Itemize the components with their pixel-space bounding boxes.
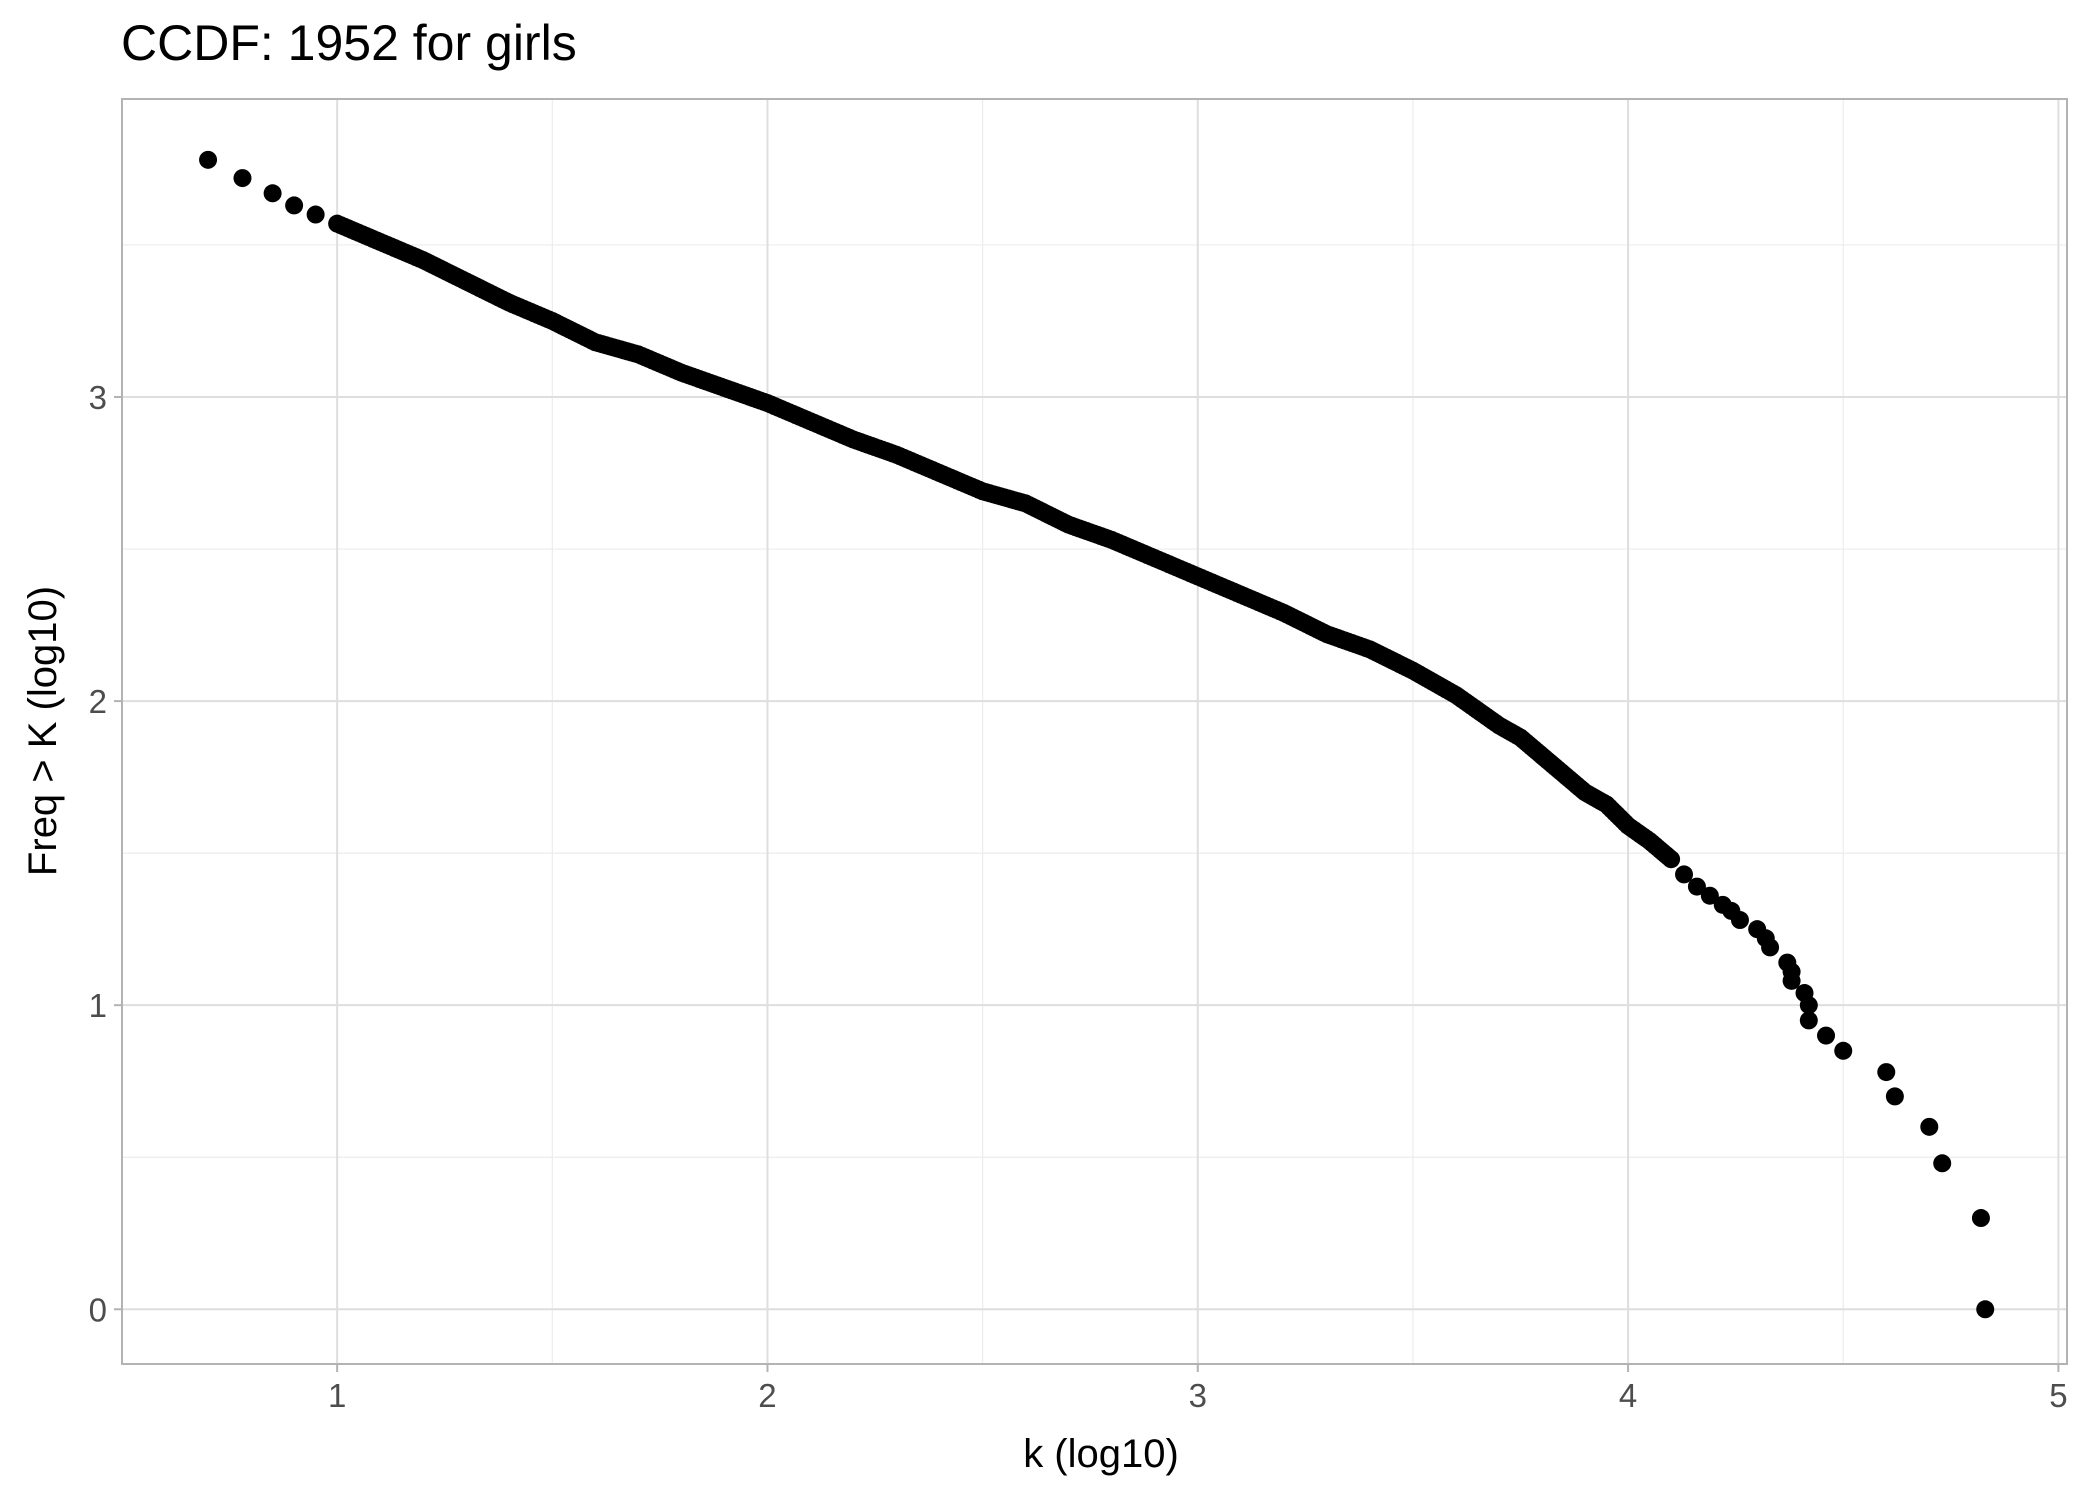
- data-point: [1662, 850, 1681, 869]
- data-point: [1799, 996, 1818, 1015]
- y-tick-label: 1: [89, 987, 107, 1024]
- data-point: [1761, 938, 1780, 957]
- y-axis-ticks: 0 1 2 3: [89, 379, 122, 1328]
- y-tick-label: 0: [89, 1291, 107, 1328]
- x-axis-title: k (log10): [1023, 1432, 1179, 1476]
- plot-panel-border: [121, 98, 2068, 1365]
- x-tick-label: 5: [2049, 1377, 2067, 1414]
- data-point: [1885, 1087, 1904, 1106]
- data-point: [1834, 1041, 1853, 1060]
- data-points: [199, 150, 1995, 1319]
- data-point: [1675, 865, 1694, 884]
- data-point: [285, 196, 304, 215]
- data-point: [199, 150, 218, 169]
- data-point: [1920, 1117, 1939, 1136]
- data-point: [1782, 971, 1801, 990]
- data-point: [306, 205, 325, 224]
- x-tick-label: 2: [758, 1377, 776, 1414]
- data-point: [1971, 1209, 1990, 1228]
- x-tick-label: 3: [1189, 1377, 1207, 1414]
- x-axis-ticks: 1 2 3 4 5: [328, 1364, 2068, 1414]
- data-point: [1799, 1011, 1818, 1030]
- data-point: [1700, 886, 1719, 905]
- x-tick-label: 1: [328, 1377, 346, 1414]
- data-point: [263, 184, 282, 203]
- major-gridlines: [122, 99, 2067, 1364]
- data-point: [233, 169, 252, 188]
- data-point: [1933, 1154, 1952, 1173]
- data-point: [1687, 877, 1706, 896]
- chart-title: CCDF: 1952 for girls: [121, 15, 577, 71]
- x-tick-label: 4: [1619, 1377, 1637, 1414]
- data-point: [1817, 1026, 1836, 1045]
- minor-gridlines: [122, 99, 2067, 1364]
- y-axis-title: Freq > K (log10): [21, 586, 65, 876]
- data-point: [1976, 1300, 1995, 1319]
- y-tick-label: 2: [89, 683, 107, 720]
- data-point: [1730, 911, 1749, 930]
- y-tick-label: 3: [89, 379, 107, 416]
- data-point: [1877, 1063, 1896, 1082]
